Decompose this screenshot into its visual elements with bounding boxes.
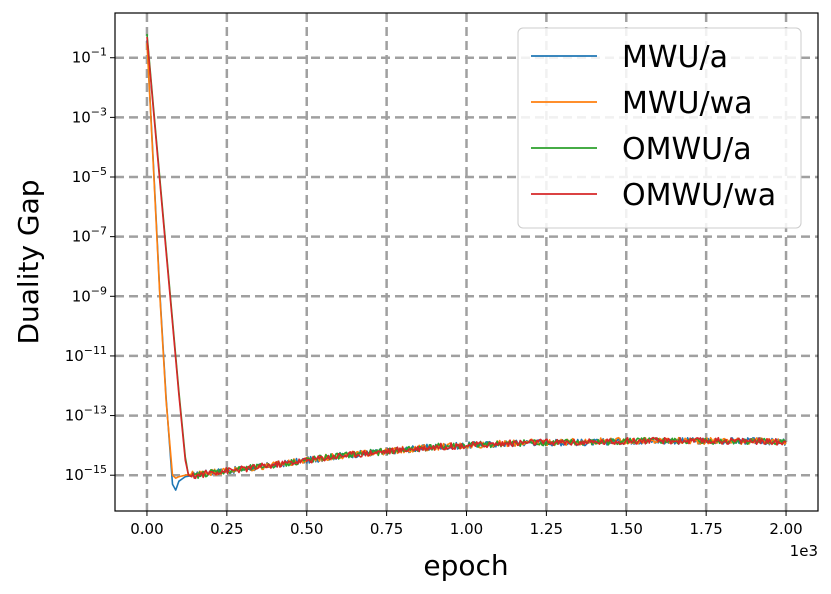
legend-label: OMWU/wa (622, 178, 776, 213)
legend-label: MWU/wa (622, 86, 753, 121)
x-tick-label: 0.25 (210, 520, 243, 538)
y-tick-label: 10−5 (72, 165, 107, 186)
y-tick-label: 10−9 (72, 284, 107, 305)
y-axis-label: Duality Gap (12, 179, 45, 344)
x-axis-label: epoch (423, 549, 508, 582)
legend-label: MWU/a (622, 40, 728, 75)
y-tick-label: 10−11 (65, 344, 107, 365)
legend-label: OMWU/a (622, 132, 752, 167)
y-tick-label: 10−1 (72, 46, 107, 67)
series-line-omwu-wa (146, 36, 787, 480)
x-axis-offset-label: 1e3 (790, 542, 818, 560)
y-tick-label: 10−13 (65, 404, 107, 425)
y-tick-label: 10−15 (65, 463, 107, 484)
series-lines (146, 33, 787, 491)
x-tick-label: 0.75 (370, 520, 403, 538)
x-tick-label: 1.25 (530, 520, 563, 538)
y-tick-label: 10−3 (72, 105, 107, 126)
x-tick-label: 1.75 (689, 520, 722, 538)
x-tick-label: 0.00 (130, 520, 163, 538)
axis-ticks: 0.00 0.25 0.50 0.75 1.00 1.25 1.50 1.75 2.00 10−1… (65, 46, 803, 538)
x-tick-label: 2.00 (769, 520, 802, 538)
x-tick-label: 1.50 (610, 520, 643, 538)
x-tick-label: 1.00 (450, 520, 483, 538)
x-tick-label: 0.50 (290, 520, 323, 538)
legend-box (517, 27, 802, 229)
y-tick-label: 10−7 (72, 225, 107, 246)
legend: MWU/a MWU/wa OMWU/a OMWU/wa (517, 27, 802, 229)
legend-entries: MWU/a MWU/wa OMWU/a OMWU/wa (531, 40, 776, 213)
grid-lines (115, 13, 818, 511)
